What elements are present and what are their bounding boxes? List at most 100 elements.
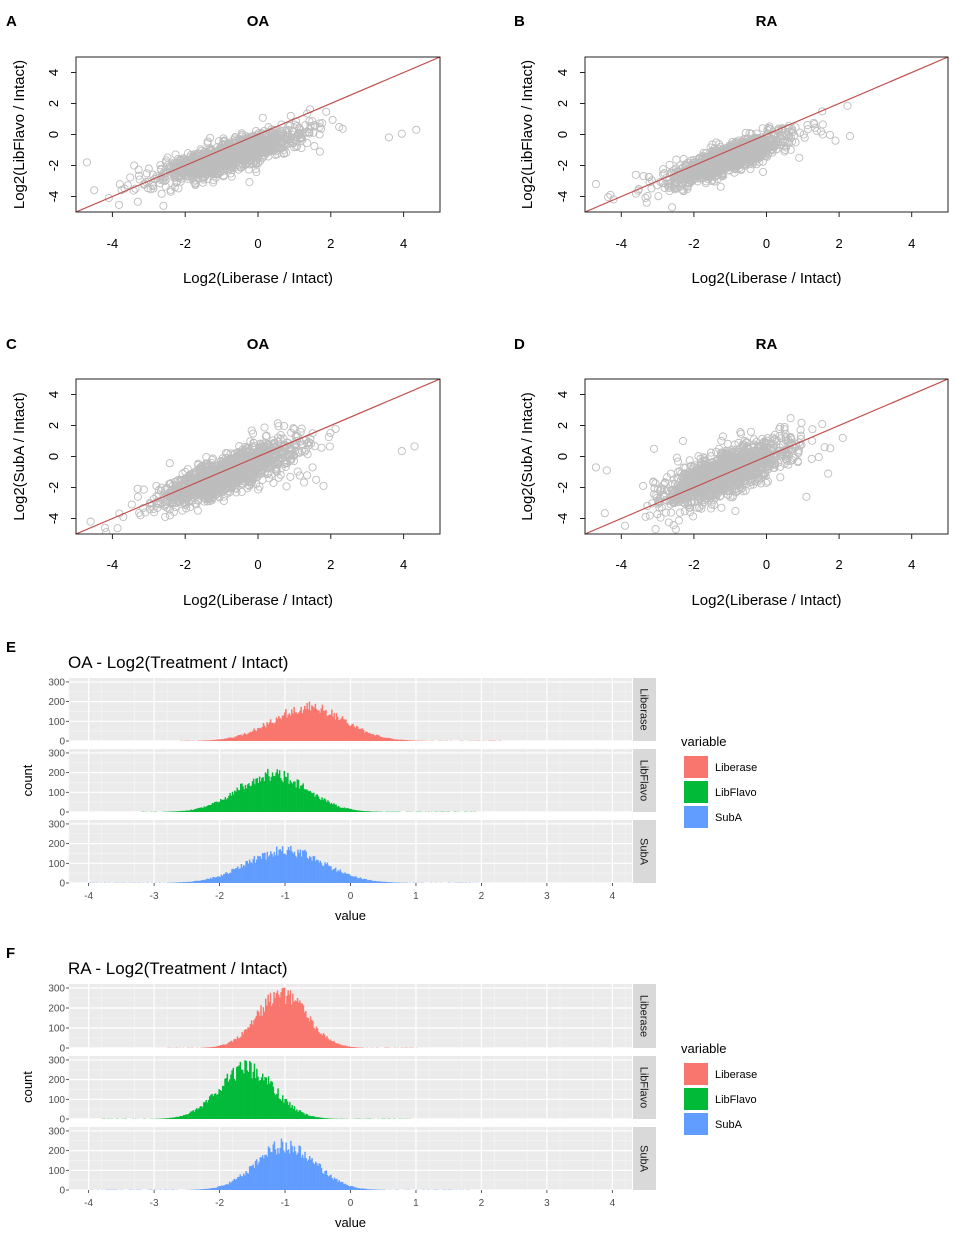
- outlier-point: [145, 165, 152, 172]
- x-axis-label: Log2(Liberase / Intact): [183, 592, 333, 609]
- y-tick-label: 0: [555, 131, 570, 138]
- outlier-point: [102, 524, 109, 531]
- x-tick-label: 0: [254, 557, 261, 572]
- point: [826, 131, 833, 138]
- scatter-points: [579, 415, 846, 548]
- x-tick-label: -4: [107, 557, 119, 572]
- point: [332, 425, 339, 432]
- y-axis-label: Log2(LibFlavo / Intact): [11, 60, 28, 209]
- point: [655, 193, 662, 200]
- outlier-point: [819, 121, 826, 128]
- point: [777, 474, 784, 481]
- outlier-point: [311, 143, 318, 150]
- outlier-point: [632, 171, 639, 178]
- x-axis-label: Log2(Liberase / Intact): [183, 270, 333, 287]
- outlier-point: [134, 493, 141, 500]
- x-tick-label: 2: [327, 557, 334, 572]
- outlier-point: [398, 448, 405, 455]
- point: [287, 473, 294, 480]
- point: [652, 526, 659, 533]
- outlier-point: [592, 181, 599, 188]
- outlier-point: [287, 112, 294, 119]
- point: [162, 513, 169, 520]
- point: [166, 460, 173, 467]
- y-tick-label: -4: [46, 191, 61, 203]
- x-tick-label: 4: [400, 236, 407, 251]
- point: [327, 429, 334, 436]
- point: [158, 190, 165, 197]
- point: [259, 114, 266, 121]
- point: [323, 108, 330, 115]
- scatter-points: [87, 420, 418, 547]
- identity-line: [76, 57, 440, 212]
- y-tick-label: -4: [46, 513, 61, 525]
- outlier-point: [160, 202, 167, 209]
- point: [261, 424, 268, 431]
- point: [747, 165, 754, 172]
- point: [666, 161, 673, 168]
- chart-title: OA: [247, 13, 270, 30]
- x-tick-label: -4: [616, 236, 628, 251]
- x-tick-label: -2: [179, 557, 191, 572]
- x-tick-label: 2: [835, 236, 842, 251]
- y-tick-label: 4: [46, 69, 61, 76]
- y-axis-label: Log2(SubA / Intact): [11, 392, 28, 520]
- point: [270, 479, 277, 486]
- point: [329, 116, 336, 123]
- point: [844, 102, 851, 109]
- point: [283, 483, 290, 490]
- outlier-point: [320, 482, 327, 489]
- chart-title: OA: [247, 336, 270, 353]
- outlier-point: [87, 518, 94, 525]
- point: [325, 434, 332, 441]
- outlier-point: [643, 199, 650, 206]
- point: [153, 482, 160, 489]
- outlier-point: [669, 204, 676, 211]
- x-tick-label: 0: [254, 236, 261, 251]
- x-tick-label: -2: [179, 236, 191, 251]
- panel-letter: D: [514, 336, 525, 353]
- x-tick-label: 4: [400, 557, 407, 572]
- point: [134, 198, 141, 205]
- chart-title: RA: [756, 13, 778, 30]
- point: [116, 534, 123, 541]
- y-tick-label: 0: [46, 131, 61, 138]
- point: [804, 126, 811, 133]
- point: [238, 488, 245, 495]
- point: [642, 194, 649, 201]
- point: [621, 522, 628, 529]
- scatter-points: [83, 106, 420, 210]
- panel-letter: B: [514, 13, 525, 30]
- point: [326, 443, 333, 450]
- point: [385, 134, 392, 141]
- point: [760, 168, 767, 175]
- point: [96, 539, 103, 546]
- point: [114, 525, 121, 532]
- chart-title: RA: [756, 336, 778, 353]
- identity-line: [585, 57, 948, 212]
- y-tick-label: -2: [555, 160, 570, 172]
- point: [127, 174, 134, 181]
- point: [115, 201, 122, 208]
- panel-letter: C: [6, 336, 17, 353]
- outlier-point: [411, 443, 418, 450]
- point: [281, 422, 288, 429]
- outlier-point: [302, 122, 309, 129]
- x-axis-label: Log2(Liberase / Intact): [691, 270, 841, 287]
- x-tick-label: -4: [107, 236, 119, 251]
- outlier-point: [131, 162, 138, 169]
- outlier-point: [398, 130, 405, 137]
- y-tick-label: -2: [46, 482, 61, 494]
- identity-line: [76, 379, 440, 534]
- point: [304, 472, 311, 479]
- x-tick-label: 0: [763, 236, 770, 251]
- point: [103, 529, 110, 536]
- point: [246, 179, 253, 186]
- x-tick-label: -2: [688, 236, 700, 251]
- y-axis-label: Log2(LibFlavo / Intact): [519, 60, 536, 209]
- y-tick-label: -2: [46, 160, 61, 172]
- point: [646, 512, 653, 519]
